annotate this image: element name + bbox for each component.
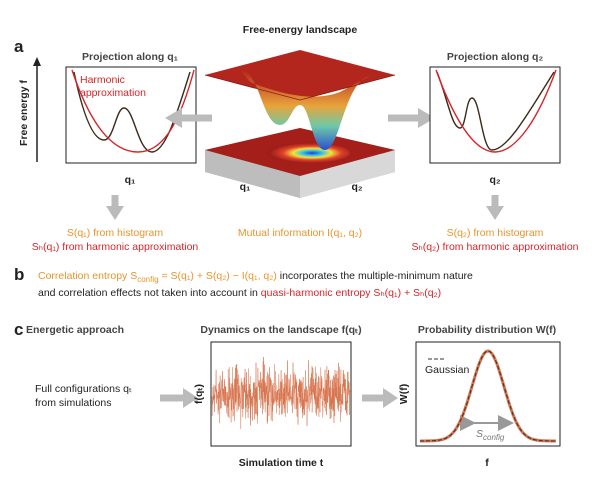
panel-label: c xyxy=(14,320,23,339)
axis-label: q₁ xyxy=(240,181,251,193)
gaussian xyxy=(420,350,556,442)
arrow-head xyxy=(165,108,182,128)
text-line: Correlation entropy Sconfig = S(q₁) + S(… xyxy=(38,270,473,284)
text-line: and correlation effects not taken into a… xyxy=(38,287,441,299)
harmonic-curve xyxy=(435,69,557,153)
text: Full configurations qₜ xyxy=(35,383,132,395)
right-plot xyxy=(429,66,561,164)
arrow-head xyxy=(33,57,41,66)
landscape xyxy=(204,50,396,198)
right-title: Projection along q₂ xyxy=(447,51,544,63)
title: Free-energy landscape xyxy=(243,24,358,36)
annotation: Sconfig xyxy=(476,428,505,442)
caption: S(q₂) from histogram xyxy=(447,227,544,239)
distribution-plot xyxy=(415,341,561,447)
text: quasi-harmonic entropy Sₕ(q₁) + Sₕ(q₂) xyxy=(261,287,441,299)
caption: S(q₁) from histogram xyxy=(67,227,164,239)
y-label: W(f) xyxy=(398,384,410,404)
x-label: f xyxy=(485,457,489,469)
text: Correlation entropy S xyxy=(38,270,137,282)
panel-label: a xyxy=(14,37,24,56)
curve xyxy=(436,71,555,151)
curve xyxy=(73,71,191,153)
text: S xyxy=(476,428,483,440)
panel-label: b xyxy=(14,265,24,284)
x-label: Simulation time t xyxy=(239,457,324,469)
arrow-head xyxy=(383,388,398,408)
legend: Gaussian xyxy=(425,364,470,376)
caption: Sₕ(q₁) from harmonic approximation xyxy=(32,241,199,253)
title: Dynamics on the landscape f(qₜ) xyxy=(200,324,361,336)
subscript: config xyxy=(483,433,505,442)
x-label: q₂ xyxy=(489,174,500,186)
arrow-head xyxy=(183,388,198,408)
text: = S(q₁) + S(q₂) − I(q₁, q₂) xyxy=(159,270,277,282)
left-title: Projection along q₁ xyxy=(82,51,178,63)
subscript: config xyxy=(137,275,158,284)
title: Probability distribution W(f) xyxy=(418,324,556,336)
caption: Mutual information I(q₁, q₂) xyxy=(238,227,362,239)
text: from simulations xyxy=(35,397,111,409)
legend: approximation xyxy=(80,87,146,99)
y-label: f(qₜ) xyxy=(193,384,205,404)
arrow-head xyxy=(106,206,124,220)
arrow-head xyxy=(486,206,504,220)
text: and correlation effects not taken into a… xyxy=(38,287,261,299)
axis-label: q₂ xyxy=(351,181,362,193)
trace xyxy=(211,356,351,429)
legend: Harmonic xyxy=(80,74,125,86)
arrow-head xyxy=(418,108,435,128)
x-label: q₁ xyxy=(125,174,136,186)
caption: Sₕ(q₂) from harmonic approximation xyxy=(411,241,578,253)
text: incorporates the multiple-minimum nature xyxy=(277,270,473,282)
title: Energetic approach xyxy=(26,324,124,336)
y-axis-label: Free energy f xyxy=(18,80,30,146)
